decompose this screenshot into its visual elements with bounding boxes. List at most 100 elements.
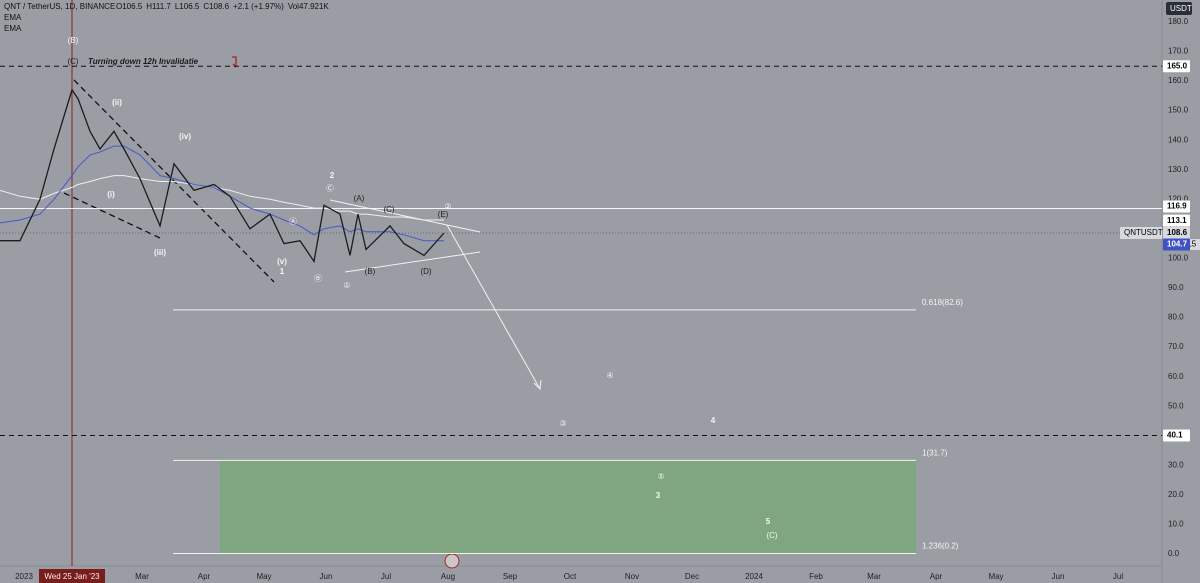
wave-label: (D) xyxy=(420,267,431,276)
legend-entry: EMA xyxy=(4,24,22,33)
x-tick-label: Dec xyxy=(685,572,699,581)
price-tag xyxy=(1163,200,1190,213)
x-tick-label: Jun xyxy=(320,572,333,581)
price-tag-label: 104.7 xyxy=(1167,240,1188,249)
x-tick-label: Mar xyxy=(135,572,149,581)
y-tick-label: 50.0 xyxy=(1168,401,1184,410)
target-zone xyxy=(220,460,916,554)
price-tag-label: 113.1 xyxy=(1167,216,1187,225)
y-tick-label: 80.0 xyxy=(1168,313,1184,322)
y-tick-label: 10.0 xyxy=(1168,520,1184,529)
x-tick-label: Sep xyxy=(503,572,518,581)
wave-label: 1 xyxy=(280,267,285,276)
price-tag xyxy=(1163,226,1190,239)
wave-label: Turning down 12h Invalidatie xyxy=(88,57,199,66)
price-tag xyxy=(1163,60,1190,73)
y-tick-label: 150.0 xyxy=(1168,106,1189,115)
y-tick-label: 60.0 xyxy=(1168,372,1184,381)
x-tick-label: Nov xyxy=(625,572,639,581)
x-tick-label: Jul xyxy=(381,572,391,581)
y-tick-label: 20.0 xyxy=(1168,490,1184,499)
symbol-tag-label: QNTUSDT xyxy=(1124,228,1163,237)
ohlc-value: Vol47.921K xyxy=(288,2,330,11)
price-tag-label: 40.1 xyxy=(1167,431,1183,440)
wave-label: (v) xyxy=(277,257,287,266)
wave-label: Ⓐ xyxy=(289,217,297,226)
y-tick-label: 120.0 xyxy=(1168,194,1189,203)
wave-label: (C) xyxy=(383,205,394,214)
ema-line xyxy=(0,175,444,221)
price-tag-label: 116.9 xyxy=(1167,202,1187,211)
wave-label: (B) xyxy=(68,36,79,45)
y-tick-label: 30.0 xyxy=(1168,460,1184,469)
wave-label: 2 xyxy=(330,171,335,180)
x-tick-label: Apr xyxy=(198,572,211,581)
crosshair-tag xyxy=(39,569,105,583)
ohlc-value: C108.6 xyxy=(203,2,229,11)
y-tick-label: 100.0 xyxy=(1168,254,1189,263)
wave-label: (C) xyxy=(67,57,78,66)
fib-label: 0.618(82.6) xyxy=(922,298,963,307)
x-tick-label: May xyxy=(256,572,271,581)
wave-label: Ⓑ xyxy=(314,274,322,283)
wave-label: (A) xyxy=(354,194,365,203)
ema-line xyxy=(0,145,444,242)
currency-tag xyxy=(1166,2,1192,15)
ohlc-value: L106.5 xyxy=(175,2,200,11)
ohlc-value: O106.5 xyxy=(116,2,143,11)
price-tag-label: 108.6 xyxy=(1167,228,1188,237)
ohlc-value: H111.7 xyxy=(146,2,171,11)
triangle-line xyxy=(329,199,481,233)
y-tick-label: 140.0 xyxy=(1168,135,1189,144)
price-line-series xyxy=(0,88,445,264)
wave-label: (ii) xyxy=(112,98,122,107)
ohlc-value: +2.1 (+1.97%) xyxy=(233,2,284,11)
wave-label: (B) xyxy=(365,267,376,276)
price-tag xyxy=(1163,429,1190,442)
arrow-head xyxy=(533,379,542,391)
event-icon xyxy=(444,553,460,569)
price-tag xyxy=(1163,214,1190,227)
wave-label: 3 xyxy=(656,491,661,500)
y-tick-label: 160.0 xyxy=(1168,76,1189,85)
wave-label: (iv) xyxy=(179,132,191,141)
x-tick-label: Mar xyxy=(867,572,881,581)
legend-entry: EMA xyxy=(4,13,22,22)
y-tick-label: 90.0 xyxy=(1168,283,1184,292)
y-tick-label: 170.0 xyxy=(1168,47,1189,56)
fib-label: 1(31.7) xyxy=(922,448,948,457)
wave-label: ③ xyxy=(559,419,566,428)
x-tick-label: 2023 xyxy=(15,572,33,581)
y-tick-label: 130.0 xyxy=(1168,165,1189,174)
wave-label: (E) xyxy=(438,210,449,219)
x-tick-label: Aug xyxy=(441,572,455,581)
y-tick-label: 70.0 xyxy=(1168,342,1184,351)
wave-label: ① xyxy=(343,281,350,290)
symbol-title: QNT / TetherUS, 1D, BINANCE xyxy=(4,2,115,11)
wave-label: (C) xyxy=(766,531,777,540)
y-tick-label: 0.0 xyxy=(1168,549,1180,558)
x-tick-label: May xyxy=(988,572,1003,581)
x-tick-label: Oct xyxy=(564,572,577,581)
x-tick-label: Feb xyxy=(809,572,823,581)
wave-label: Ⓒ xyxy=(326,184,334,193)
x-tick-label: Apr xyxy=(930,572,943,581)
projection-arrow xyxy=(446,224,541,390)
x-tick-label: Jul xyxy=(1113,572,1123,581)
triangle-line xyxy=(344,251,481,273)
wave-label: ④ xyxy=(606,371,613,380)
currency-label: USDT xyxy=(1170,4,1192,13)
wave-label: 5 xyxy=(766,517,771,526)
y-tick-label: 180.0 xyxy=(1168,17,1189,26)
x-tick-label: Jun xyxy=(1052,572,1065,581)
wave-label: 4 xyxy=(711,416,716,425)
wave-label: (i) xyxy=(107,190,115,199)
x-tick-label: 2024 xyxy=(745,572,763,581)
wave-label: ② xyxy=(444,202,451,211)
price-tag xyxy=(1163,238,1190,251)
price-tag-label: 165.0 xyxy=(1167,61,1188,70)
fib-label: 1.236(0.2) xyxy=(922,542,959,551)
symbol-tag xyxy=(1120,226,1162,239)
